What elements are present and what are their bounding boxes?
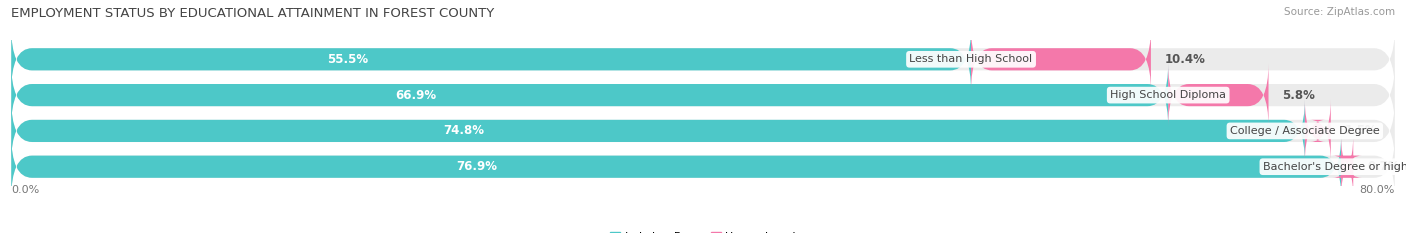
Text: 55.5%: 55.5%	[326, 53, 368, 66]
Text: 10.4%: 10.4%	[1164, 53, 1205, 66]
FancyBboxPatch shape	[11, 63, 1168, 127]
FancyBboxPatch shape	[11, 63, 1395, 127]
FancyBboxPatch shape	[11, 99, 1395, 163]
Text: Bachelor's Degree or higher: Bachelor's Degree or higher	[1263, 162, 1406, 172]
FancyBboxPatch shape	[11, 135, 1395, 199]
FancyBboxPatch shape	[11, 27, 1395, 91]
Text: High School Diploma: High School Diploma	[1111, 90, 1226, 100]
Text: 5.8%: 5.8%	[1282, 89, 1315, 102]
Text: 0.7%: 0.7%	[1367, 160, 1400, 173]
Text: 66.9%: 66.9%	[395, 89, 437, 102]
Text: Source: ZipAtlas.com: Source: ZipAtlas.com	[1284, 7, 1395, 17]
Text: College / Associate Degree: College / Associate Degree	[1230, 126, 1379, 136]
FancyBboxPatch shape	[972, 27, 1152, 91]
Text: 74.8%: 74.8%	[443, 124, 485, 137]
FancyBboxPatch shape	[1168, 63, 1268, 127]
FancyBboxPatch shape	[11, 99, 1305, 163]
Text: Less than High School: Less than High School	[910, 54, 1032, 64]
Text: 76.9%: 76.9%	[456, 160, 498, 173]
Text: 0.0%: 0.0%	[11, 185, 39, 195]
FancyBboxPatch shape	[11, 27, 972, 91]
FancyBboxPatch shape	[1305, 99, 1330, 163]
Text: 1.5%: 1.5%	[1344, 124, 1378, 137]
FancyBboxPatch shape	[1333, 135, 1362, 199]
FancyBboxPatch shape	[11, 135, 1341, 199]
Text: 80.0%: 80.0%	[1360, 185, 1395, 195]
Legend: In Labor Force, Unemployed: In Labor Force, Unemployed	[610, 232, 796, 233]
Text: EMPLOYMENT STATUS BY EDUCATIONAL ATTAINMENT IN FOREST COUNTY: EMPLOYMENT STATUS BY EDUCATIONAL ATTAINM…	[11, 7, 495, 20]
